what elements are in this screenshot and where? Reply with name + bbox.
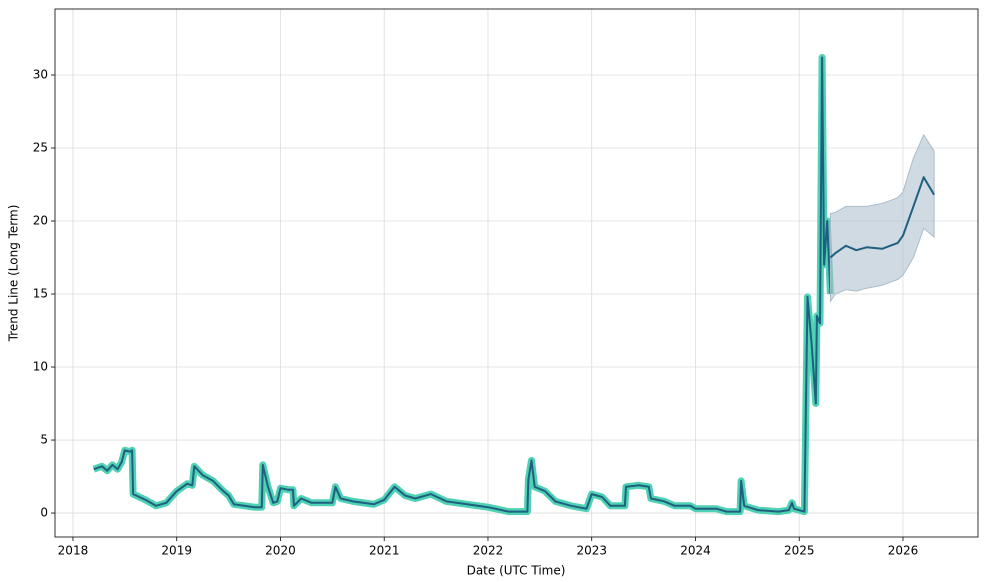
y-tick-label: 20: [33, 214, 48, 228]
x-tick-label: 2018: [58, 544, 89, 558]
x-tick-label: 2022: [473, 544, 504, 558]
y-axis-label: Trend Line (Long Term): [7, 205, 21, 343]
y-tick-label: 5: [40, 433, 48, 447]
trend-halo: [92, 54, 834, 516]
x-tick-label: 2024: [680, 544, 711, 558]
y-tick-label: 10: [33, 360, 48, 374]
y-tick-label: 25: [33, 141, 48, 155]
plot-frame: [54, 8, 979, 538]
y-tick-label: 15: [33, 287, 48, 301]
x-tick-label: 2023: [576, 544, 607, 558]
trend-line: [93, 56, 832, 513]
y-tick-label: 0: [40, 506, 48, 520]
x-tick-label: 2025: [784, 544, 815, 558]
x-tick-label: 2020: [265, 544, 296, 558]
x-tick-label: 2019: [161, 544, 192, 558]
uncertainty-band: [829, 133, 935, 303]
y-tick-label: 30: [33, 68, 48, 82]
trend-line: [829, 176, 935, 259]
x-tick-label: 2026: [888, 544, 919, 558]
x-axis-label: Date (UTC Time): [467, 564, 566, 578]
x-tick-label: 2021: [369, 544, 400, 558]
